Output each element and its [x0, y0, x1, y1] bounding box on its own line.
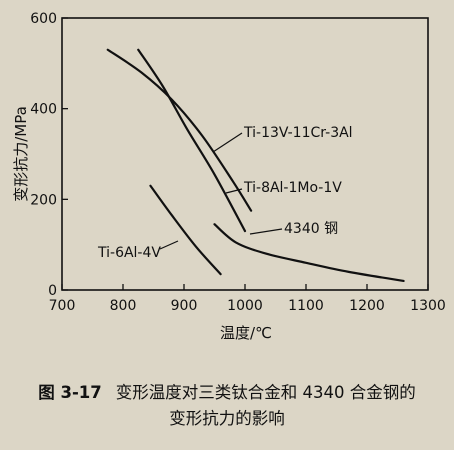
- series-line-3: [149, 184, 222, 276]
- x-tick-label-800: 800: [110, 298, 137, 314]
- label-leader-3: [159, 240, 179, 250]
- x-tick-label-900: 900: [171, 298, 198, 314]
- label-leader-2: [249, 228, 283, 235]
- series-line-2: [213, 223, 405, 283]
- x-tick-label-1300: 1300: [410, 298, 446, 314]
- figure-number: 图 3-17: [38, 383, 102, 402]
- x-tick-label-1000: 1000: [227, 298, 263, 314]
- series-label-1: Ti-8Al-1Mo-1V: [243, 180, 342, 196]
- label-leader-0: [212, 132, 243, 153]
- series-line-0: [106, 48, 253, 212]
- caption-line-2: 变形抗力的影响: [169, 409, 285, 428]
- y-tick-label-400: 400: [30, 102, 57, 118]
- x-tick-label-1200: 1200: [349, 298, 385, 314]
- series-line-1: [137, 48, 247, 233]
- x-axis-label: 温度/℃: [220, 324, 272, 342]
- series-label-0: Ti-13V-11Cr-3Al: [243, 125, 353, 141]
- caption-line-1: 变形温度对三类钛合金和 4340 合金钢的: [115, 383, 416, 402]
- y-axis-label: 变形抗力/MPa: [12, 106, 30, 202]
- y-tick-label-600: 600: [30, 11, 57, 27]
- series-labels: Ti-13V-11Cr-3Al Ti-8Al-1Mo-1V 4340 钢 Ti-6Al…: [97, 125, 353, 261]
- series-group: [106, 48, 405, 283]
- x-tick-label-1100: 1100: [288, 298, 324, 314]
- series-label-3: Ti-6Al-4V: [97, 245, 161, 261]
- line-chart: 温度/℃ 变形抗力/MPa 700 800 900 1000 1100 1200 1300 0 2…: [12, 11, 446, 342]
- x-tick-label-700: 700: [49, 298, 76, 314]
- ticks: 700 800 900 1000 1100 1200 1300 0 200 400 600: [30, 11, 446, 314]
- y-tick-label-200: 200: [30, 192, 57, 208]
- series-label-2: 4340 钢: [284, 221, 338, 237]
- label-leader-1: [225, 188, 243, 194]
- figure-caption: 图 3-17 变形温度对三类钛合金和 4340 合金钢的 变形抗力的影响: [0, 380, 454, 432]
- y-tick-label-0: 0: [48, 283, 57, 299]
- axes: 温度/℃ 变形抗力/MPa: [12, 17, 429, 342]
